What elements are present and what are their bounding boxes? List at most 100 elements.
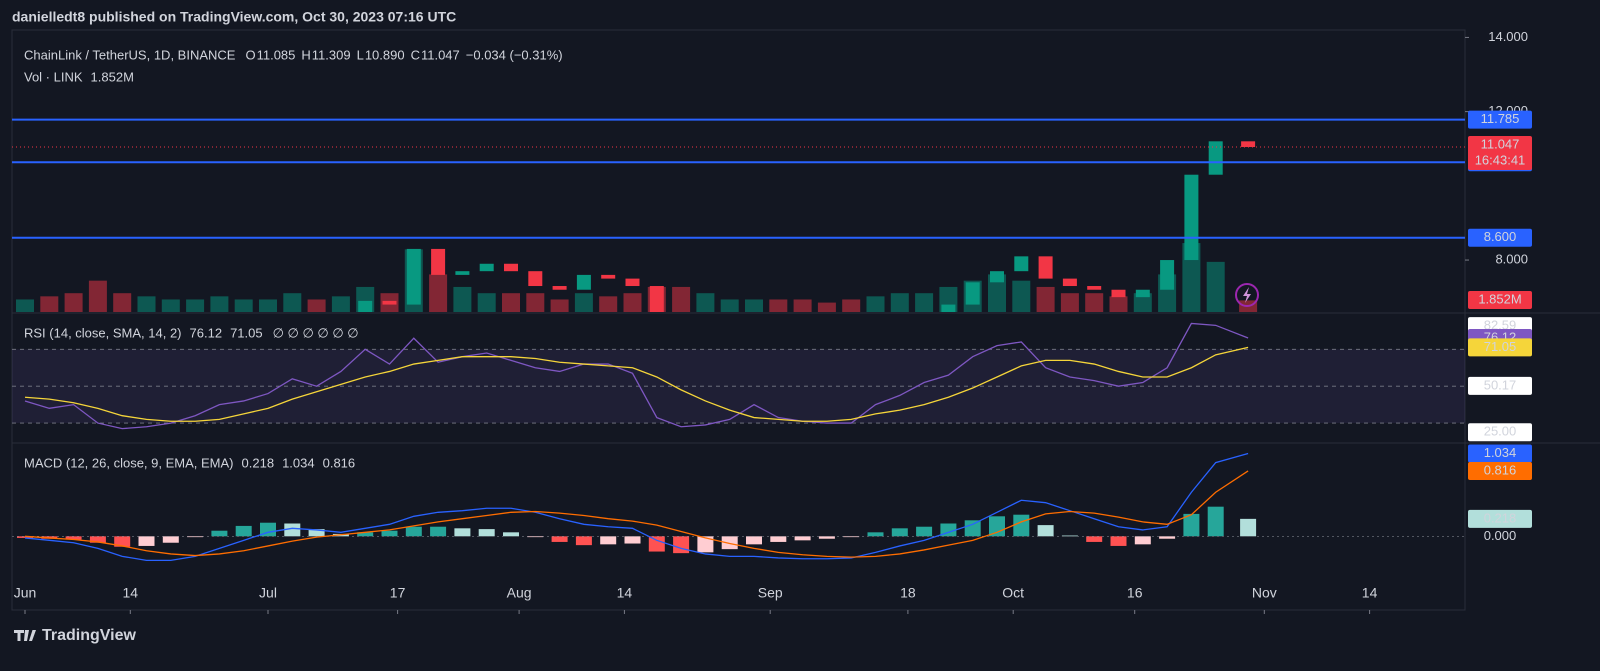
volume-bar	[745, 299, 763, 312]
x-tick-label: Jul	[259, 585, 277, 601]
volume-bar	[210, 296, 229, 312]
volume-bar	[599, 296, 618, 312]
candle	[576, 274, 591, 290]
x-tick-label: 16	[1127, 585, 1143, 601]
candle	[649, 286, 664, 312]
macd-histogram-bar	[1013, 514, 1030, 537]
legend-text: 11.085	[257, 47, 296, 62]
macd-histogram-bar	[138, 536, 155, 546]
rsi-line	[24, 322, 1249, 430]
volume-bar	[1206, 261, 1225, 312]
candle	[358, 300, 373, 312]
macd-histogram-bar	[454, 528, 471, 537]
volume-bar	[696, 293, 715, 312]
alert-bolt	[1243, 287, 1251, 303]
candle	[1184, 174, 1199, 261]
legend-text: 11.047	[421, 47, 460, 62]
macd-histogram-bar	[794, 536, 811, 541]
logo	[14, 630, 36, 641]
macd-histogram-bar	[770, 536, 787, 542]
legend-text: 11.309	[312, 47, 351, 62]
x-tick-label: 14	[123, 585, 139, 601]
legend-text: C	[411, 47, 420, 62]
volume-bar	[88, 280, 107, 312]
macd-histogram-bar	[211, 530, 228, 537]
volume-bar	[1036, 286, 1055, 312]
level-label: 11.785	[1481, 111, 1520, 126]
candle	[1062, 278, 1077, 287]
macd-histogram-bar	[891, 528, 908, 537]
volume-bar	[1085, 293, 1104, 312]
macd-histogram-bar	[989, 516, 1005, 537]
macd-histogram-bar	[162, 536, 179, 543]
legend-text: 1.852M	[91, 69, 134, 84]
signal-label-box	[1468, 461, 1532, 480]
macd-histogram-bar	[187, 536, 204, 538]
x-tick-label: Oct	[1002, 585, 1024, 601]
y-tick-label: 8.000	[1495, 251, 1528, 266]
macd-histogram-bar	[1183, 513, 1200, 537]
candle	[406, 248, 421, 305]
candle	[1135, 289, 1150, 298]
price-label-box	[1468, 135, 1532, 170]
volume-bar	[502, 293, 520, 312]
volume-bar	[988, 274, 1006, 312]
macd-histogram-bar	[17, 536, 33, 538]
rsi-tick-label: 50.17	[1484, 377, 1517, 392]
price-pane	[16, 141, 1258, 312]
macd-histogram-bar	[478, 529, 495, 537]
legend-text: MACD (12, 26, close, 9, EMA, EMA)	[24, 455, 234, 470]
volume-bar	[1109, 296, 1128, 312]
macd-histogram-bar	[235, 525, 252, 537]
volume-bar	[113, 293, 132, 312]
macd-histogram-bar	[867, 532, 884, 537]
candle	[1014, 256, 1029, 272]
macd-histogram-bar	[916, 526, 933, 537]
volume-bar	[672, 286, 691, 312]
legend-text: Vol · LINK	[24, 69, 83, 84]
macd-histogram-bar	[697, 536, 714, 553]
candle	[941, 304, 956, 312]
macd-line	[24, 452, 1249, 562]
volume-bar	[40, 296, 59, 312]
x-tick-label: 14	[1362, 585, 1378, 601]
volume-bar	[793, 299, 812, 312]
macd-histogram-bar	[648, 536, 665, 552]
legend-text: 0.816	[323, 455, 356, 470]
macd-histogram-bar	[65, 536, 82, 540]
legend-text: ∅ ∅ ∅ ∅ ∅ ∅	[273, 325, 359, 340]
legend-text: 1.034	[282, 455, 315, 470]
rsi-ma-label: 71.05	[1484, 339, 1517, 354]
macd-histogram-bar	[551, 536, 568, 542]
macd-histogram-bar	[673, 536, 690, 554]
x-tick-label: 14	[617, 585, 633, 601]
level-label-box	[1468, 110, 1532, 129]
legend-text: −0.034 (−0.31%)	[466, 47, 563, 62]
legend-text: 0.218	[242, 455, 275, 470]
rsi-tick-label: 25.00	[1484, 424, 1517, 439]
macd-histogram-bar	[624, 536, 641, 544]
candle	[382, 300, 397, 305]
macd-histogram-bar	[114, 536, 131, 547]
volume-bar	[1012, 280, 1031, 312]
volume-bar	[186, 299, 205, 312]
signal-label: 0.816	[1484, 462, 1517, 477]
macd-histogram-bar	[600, 536, 617, 545]
candle	[625, 278, 640, 287]
macd-histogram-bar	[284, 523, 301, 537]
macd-label-box	[1468, 444, 1532, 463]
candle	[1087, 286, 1102, 290]
volume-bar	[234, 299, 253, 312]
macd-histogram-bar	[381, 530, 398, 537]
candle	[990, 271, 1004, 283]
candle	[1160, 260, 1175, 290]
y-tick-label: 14.000	[1488, 29, 1528, 44]
publish-header: danielledt8 published on TradingView.com…	[12, 9, 456, 25]
volume-bar	[331, 296, 350, 312]
candle	[479, 263, 494, 272]
volume-bar	[769, 299, 788, 312]
macd-histogram-bar	[357, 532, 374, 537]
macd-histogram-bar	[1240, 518, 1257, 537]
candle	[504, 263, 518, 272]
